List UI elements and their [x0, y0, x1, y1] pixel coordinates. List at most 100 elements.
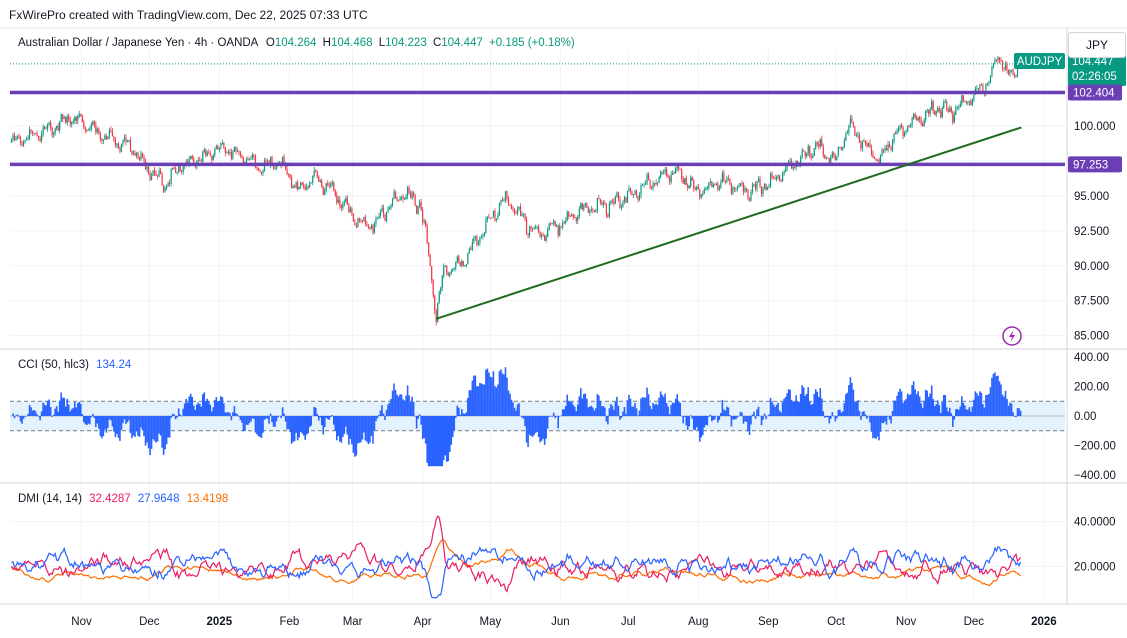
candle-body [509, 205, 510, 206]
cci-bar [12, 413, 14, 416]
cci-bar [78, 402, 80, 416]
x-tick-label: 2026 [1031, 616, 1057, 628]
candle-body [958, 107, 959, 108]
currency-button[interactable]: JPY [1068, 32, 1126, 58]
candle-body [157, 176, 158, 177]
candle-body [671, 175, 672, 182]
candle-body [913, 114, 914, 117]
cci-bar [627, 400, 629, 416]
cci-bar [832, 412, 834, 416]
cci-bar [405, 396, 407, 416]
cci-bar [319, 416, 321, 417]
cci-bar [313, 407, 315, 416]
cci-bar [761, 416, 763, 425]
candle-body [183, 167, 184, 172]
cci-bar [804, 396, 806, 416]
cci-bar [756, 409, 758, 416]
cci-bar [687, 416, 689, 430]
candle-body [723, 173, 724, 181]
candle-body [714, 185, 715, 186]
candle-body [68, 116, 69, 120]
candle-body [863, 141, 864, 142]
candle-body [386, 212, 387, 221]
cci-bar [241, 416, 243, 423]
candle-body [785, 169, 786, 172]
cci-bar [438, 416, 440, 466]
cci-bar [947, 412, 949, 416]
cci-bar [91, 416, 93, 417]
cci-bar [282, 407, 284, 416]
cci-bar [98, 416, 100, 429]
cci-bar [392, 391, 394, 416]
price-tick-label: 85.000 [1074, 331, 1109, 343]
candle-body [50, 122, 51, 128]
candle-body [952, 112, 953, 122]
cci-bar [780, 412, 782, 416]
candle-body [728, 178, 729, 179]
cci-bar [825, 416, 827, 417]
cci-bar [499, 371, 501, 416]
dmi-legend[interactable]: DMI (14, 14) 32.4287 27.9648 13.4198 [18, 493, 228, 505]
cci-bar [755, 416, 757, 419]
candle-body [320, 181, 321, 182]
dmi-label: DMI (14, 14) [18, 493, 82, 505]
candle-body [353, 214, 354, 222]
candle-body [98, 129, 99, 134]
cci-bar [107, 416, 109, 428]
candle-body [878, 160, 879, 163]
cci-bar [351, 416, 353, 444]
cci-bar [565, 406, 567, 416]
cci-bar [103, 416, 105, 436]
cci-bar [673, 403, 675, 416]
candle-body [571, 215, 572, 216]
cci-bar [154, 416, 156, 441]
candle-body [149, 174, 150, 180]
cci-legend[interactable]: CCI (50, hlc3) 134.24 [18, 359, 131, 371]
candle-body [887, 144, 888, 150]
cci-bar [625, 414, 627, 416]
cci-bar [604, 408, 606, 416]
candle-body [470, 249, 471, 250]
candle-body [508, 198, 509, 205]
cci-bar [203, 392, 205, 416]
cci-bar [249, 416, 251, 423]
x-tick-label: 2025 [207, 616, 233, 628]
candle-body [663, 172, 664, 173]
cci-bar [658, 398, 660, 416]
cci-bar [925, 390, 927, 416]
candle-body [416, 205, 417, 213]
cci-bar [232, 412, 234, 416]
cci-bar [984, 408, 986, 416]
candle-body [249, 159, 250, 160]
cci-bar [511, 400, 513, 416]
candle-body [562, 223, 563, 227]
candle-body [645, 183, 646, 184]
cci-bar [917, 391, 919, 416]
cci-bar [835, 416, 837, 421]
candle-body [526, 220, 527, 233]
cci-bar [828, 416, 830, 423]
cci-bar [426, 416, 428, 463]
candle-body [384, 215, 385, 221]
candle-body [146, 167, 147, 169]
candle-body [524, 214, 525, 220]
candle-body [820, 139, 821, 146]
cci-bar [538, 416, 540, 437]
candle-body [1003, 68, 1004, 69]
candle-body [381, 208, 382, 212]
candle-body [335, 191, 336, 195]
candle-body [942, 108, 943, 117]
cci-bar [1018, 408, 1020, 416]
candle-body [743, 183, 744, 191]
candle-body [104, 136, 105, 140]
cci-bar [816, 392, 818, 416]
cci-bar [1000, 384, 1002, 416]
cci-bar [41, 411, 43, 416]
cci-bar [527, 416, 529, 447]
cci-bar [176, 416, 178, 418]
cci-bar [252, 416, 254, 418]
cci-bar [291, 416, 293, 444]
candle-body [181, 171, 182, 172]
